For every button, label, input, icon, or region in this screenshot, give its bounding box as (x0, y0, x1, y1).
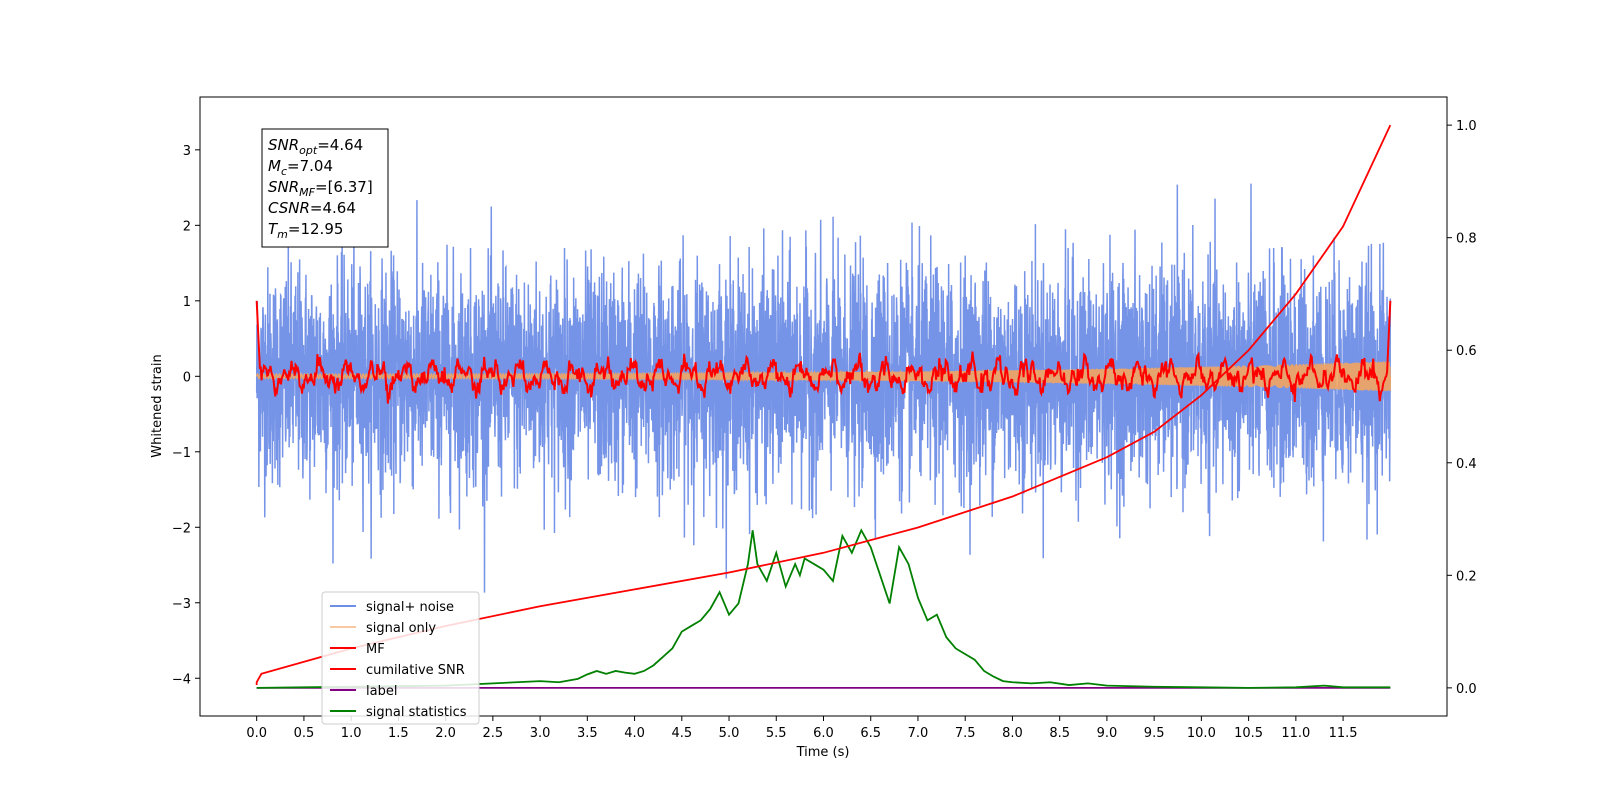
x-axis: 0.0 0.5 1.0 1.5 2.0 2.5 3.0 3.5 4.0 4.5 5.0 5.5 6.0 6… (246, 716, 1358, 741)
x-tick-label: 7.0 (908, 726, 929, 741)
series-mf-line (255, 300, 1392, 404)
y-right-tick-label: 1.0 (1456, 119, 1477, 134)
annotation-subscript: c (281, 165, 287, 178)
x-tick-label: 1.5 (388, 726, 409, 741)
x-tick-label: 8.0 (1002, 726, 1023, 741)
x-axis-label: Time (s) (796, 745, 850, 760)
x-tick-label: 5.5 (766, 726, 787, 741)
annotation-line: Mc=7.04 (268, 157, 333, 178)
annotation-line: SNRopt=4.64 (268, 136, 363, 157)
y-left-tick-label: 2 (183, 219, 191, 234)
x-tick-label: 2.0 (435, 726, 456, 741)
y-left-tick-label: −1 (172, 446, 191, 461)
y-left-tick-label: −4 (172, 672, 191, 687)
x-tick-label: 11.0 (1281, 726, 1310, 741)
x-tick-label: 11.5 (1329, 726, 1358, 741)
legend-label-label: label (366, 684, 397, 699)
annotation-symbol: SNR (268, 178, 299, 196)
x-tick-label: 10.5 (1234, 726, 1263, 741)
legend-label-cumilative-snr: cumilative SNR (366, 663, 465, 678)
y-left-tick-label: −2 (172, 521, 191, 536)
x-tick-label: 5.0 (719, 726, 740, 741)
x-tick-label: 9.5 (1144, 726, 1165, 741)
annotation-line: CSNR=4.64 (268, 199, 356, 217)
y-left-tick-label: 1 (183, 295, 191, 310)
x-tick-label: 3.0 (530, 726, 551, 741)
y-right-tick-label: 0.6 (1456, 344, 1477, 359)
parameter-annotation-box: SNRopt=4.64Mc=7.04SNRMF=[6.37]CSNR=4.64T… (261, 128, 389, 248)
x-tick-label: 4.5 (671, 726, 692, 741)
legend: signal+ noise signal only MF cumilative SNR… (321, 591, 480, 725)
annotation-symbol: SNR (268, 136, 299, 154)
x-tick-label: 10.0 (1187, 726, 1216, 741)
annotation-subscript: opt (299, 144, 318, 157)
y-right-tick-label: 0.0 (1456, 682, 1477, 697)
x-tick-label: 6.5 (860, 726, 881, 741)
legend-label-signal-statistics: signal statistics (366, 705, 467, 720)
x-tick-label: 7.5 (955, 726, 976, 741)
annotation-value: =4.64 (310, 199, 356, 217)
x-tick-label: 0.5 (294, 726, 315, 741)
x-tick-label: 3.5 (577, 726, 598, 741)
y-right-tick-label: 0.2 (1456, 569, 1477, 584)
y-left-tick-label: 3 (183, 144, 191, 159)
legend-label-signal-noise: signal+ noise (366, 600, 454, 615)
annotation-line: Tm=12.95 (268, 220, 343, 241)
y-right-tick-label: 0.4 (1456, 457, 1477, 472)
annotation-line: SNRMF=[6.37] (268, 178, 373, 199)
annotation-symbol: M (268, 157, 281, 175)
y-left-tick-label: 0 (183, 370, 191, 385)
x-tick-label: 0.0 (246, 726, 267, 741)
y-left-tick-label: −3 (172, 597, 191, 612)
annotation-value: =12.95 (288, 220, 344, 238)
x-tick-label: 1.0 (341, 726, 362, 741)
y-axis-label: Whitened strain (150, 354, 165, 457)
legend-label-signal-only: signal only (366, 621, 436, 636)
annotation-frame (261, 128, 389, 248)
y-axis-left: −4 −3 −2 −1 0 1 2 3 (172, 144, 200, 687)
annotation-subscript: m (277, 228, 288, 241)
x-tick-label: 9.0 (1097, 726, 1118, 741)
y-axis-right: 0.0 0.2 0.4 0.6 0.8 1.0 (1447, 119, 1477, 697)
x-tick-label: 6.0 (813, 726, 834, 741)
x-tick-label: 8.5 (1049, 726, 1070, 741)
y-right-tick-label: 0.8 (1456, 232, 1477, 247)
legend-frame (321, 591, 480, 725)
annotation-symbol: T (268, 220, 279, 238)
series-signal-statistics-line (256, 528, 1391, 689)
x-tick-label: 2.5 (483, 726, 504, 741)
annotation-symbol: CSNR (268, 199, 310, 217)
annotation-value: =7.04 (287, 157, 333, 175)
x-tick-label: 4.0 (624, 726, 645, 741)
annotation-subscript: MF (299, 186, 315, 199)
annotation-value: =4.64 (317, 136, 363, 154)
annotation-value: =[6.37] (315, 178, 373, 196)
legend-label-mf: MF (366, 642, 385, 657)
